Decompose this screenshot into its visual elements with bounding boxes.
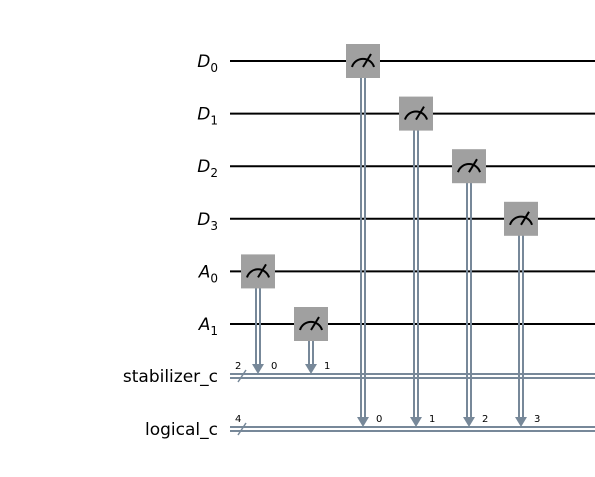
meter-arc-icon — [351, 57, 375, 68]
qubit-label: A0 — [198, 262, 218, 285]
meter-needle-icon — [310, 316, 320, 331]
measure-arrow-head — [252, 364, 264, 374]
qubit-label-index: 3 — [210, 219, 218, 233]
meter-arc-icon — [509, 215, 533, 226]
measure-bit-index: 1 — [324, 361, 330, 372]
register-size-label: 4 — [235, 414, 241, 425]
measure-gate — [504, 201, 538, 236]
measure-bit-index: 0 — [271, 361, 277, 372]
meter-needle-icon — [520, 211, 530, 226]
meter-needle-icon — [257, 263, 267, 278]
qubit-label: D0 — [197, 52, 218, 75]
measure-arrow-head — [357, 417, 369, 427]
meter-arc-icon — [457, 163, 481, 173]
meter-needle-icon — [362, 53, 372, 68]
qubit-label-index: 2 — [210, 166, 218, 180]
classical-register-label: logical_c — [145, 420, 218, 440]
meter-arc-icon — [246, 268, 270, 278]
register-slash — [237, 422, 247, 436]
meter-needle-icon — [415, 106, 425, 121]
qubit-label-index: 0 — [210, 271, 218, 285]
measure-gate — [294, 307, 328, 341]
qubit-label: D2 — [197, 157, 218, 180]
measure-gate — [399, 96, 433, 131]
qubit-label-index: 1 — [210, 114, 218, 128]
measure-arrow-head — [515, 417, 527, 427]
meter-needle-icon — [468, 158, 478, 173]
measure-bit-index: 0 — [376, 414, 382, 425]
measure-gate — [452, 149, 486, 184]
qubit-label-index: 0 — [210, 61, 218, 75]
qubit-label: D3 — [197, 210, 218, 233]
register-size-label: 2 — [235, 361, 241, 372]
register-slash — [237, 369, 247, 383]
qubit-label-name: D — [197, 105, 210, 125]
measure-bit-index: 1 — [429, 414, 435, 425]
qubit-label: A1 — [198, 315, 218, 338]
qubit-label: D1 — [197, 105, 218, 128]
measure-bit-index: 2 — [482, 414, 488, 425]
qubit-label-name: D — [197, 52, 210, 72]
measure-bit-index: 3 — [534, 414, 540, 425]
qubit-label-name: A — [198, 315, 211, 335]
measure-gate — [241, 254, 275, 289]
qubit-label-index: 1 — [210, 324, 218, 338]
measure-arrow-head — [305, 364, 317, 374]
wires — [230, 60, 595, 436]
qubit-label-name: D — [197, 157, 210, 177]
measure-arrow-head — [463, 417, 475, 427]
measure-gate — [346, 44, 380, 78]
qubit-label-name: D — [197, 210, 210, 230]
classical-register-label: stabilizer_c — [123, 367, 218, 387]
qubit-label-name: A — [198, 262, 211, 282]
measure-arrow-head — [410, 417, 422, 427]
meter-arc-icon — [404, 110, 428, 120]
meter-arc-icon — [299, 320, 323, 331]
measurement-gates — [241, 44, 538, 341]
